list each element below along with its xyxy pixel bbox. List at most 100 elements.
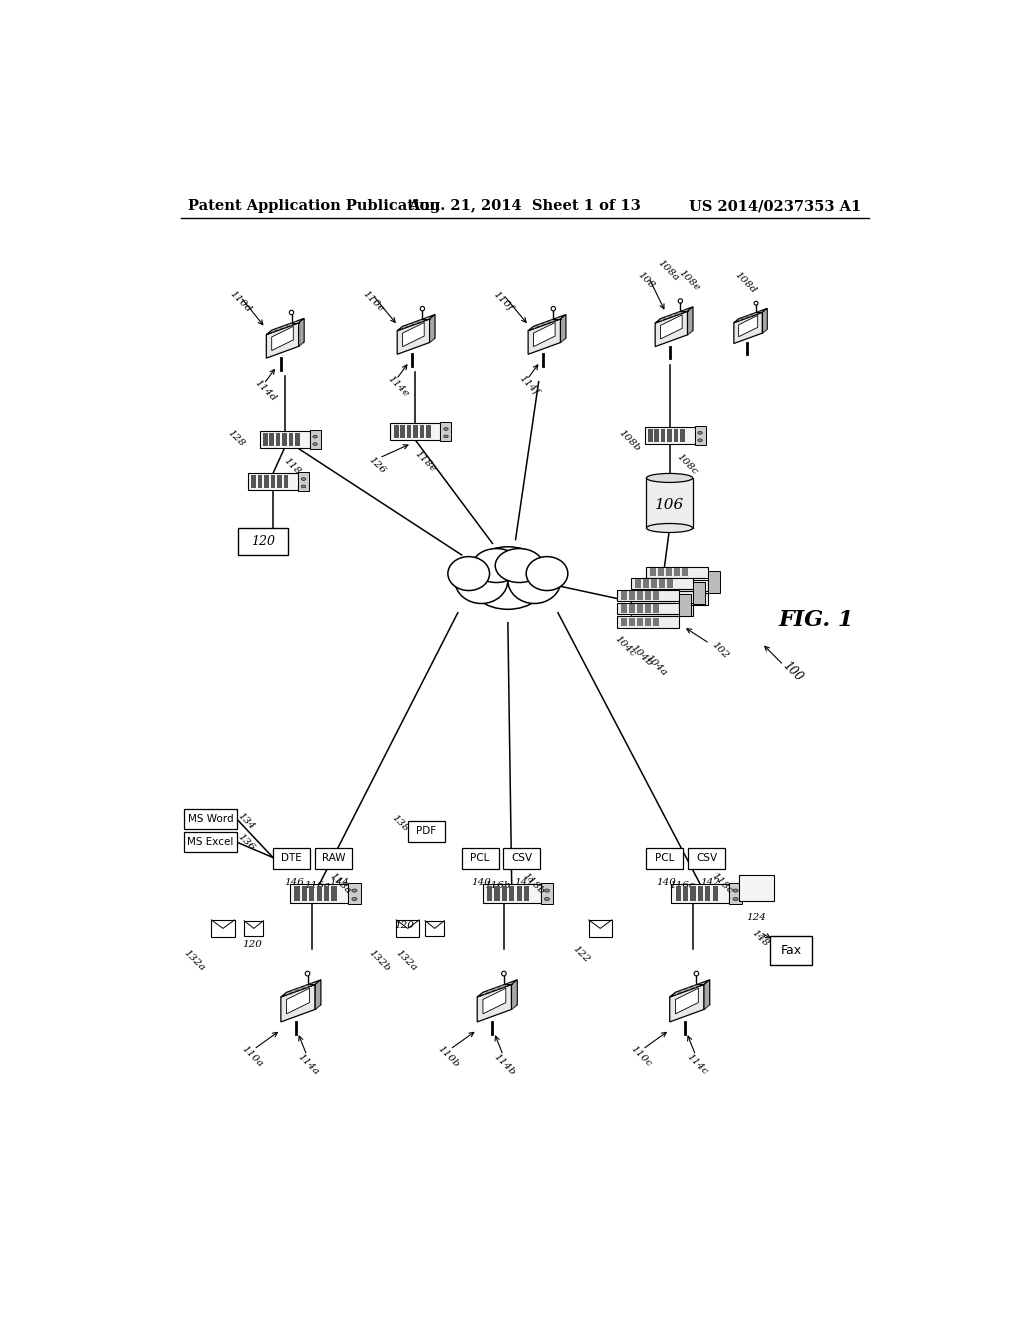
Ellipse shape [755,301,758,305]
Polygon shape [738,315,758,337]
Polygon shape [763,309,767,333]
Bar [646,579,708,591]
Polygon shape [687,306,693,335]
Bar [653,605,659,612]
Text: 142: 142 [700,878,720,887]
Bar [651,593,657,602]
Bar [682,594,688,603]
Ellipse shape [301,478,306,480]
Ellipse shape [526,557,568,590]
Bar [309,887,314,902]
Bar [650,581,656,590]
Bar [660,429,666,442]
Bar [426,425,431,438]
Text: 118d: 118d [282,457,307,482]
Text: MS Excel: MS Excel [187,837,233,847]
Bar [184,832,237,853]
Bar [651,579,657,587]
Bar [264,475,269,488]
Text: 116a: 116a [304,880,330,890]
Bar [646,478,692,528]
Bar [667,579,673,587]
Polygon shape [397,314,435,331]
Ellipse shape [694,972,698,975]
Text: 100: 100 [779,659,805,684]
Text: 118a: 118a [329,871,353,895]
Text: DTE: DTE [282,853,302,863]
Polygon shape [477,985,512,1022]
Bar [400,425,404,438]
Bar [644,428,694,444]
Bar [688,847,725,869]
Bar [674,594,680,603]
Bar [462,847,499,869]
Bar [629,618,635,626]
Polygon shape [430,314,435,342]
Text: 118e: 118e [413,449,437,474]
Text: 146: 146 [285,878,304,887]
Bar [275,433,281,446]
Bar [516,887,522,902]
Ellipse shape [545,888,550,892]
Bar [658,568,665,577]
Bar [658,579,665,587]
Bar [621,591,627,599]
Text: 140: 140 [472,878,492,887]
Ellipse shape [443,428,449,430]
Text: 114b: 114b [493,1052,517,1077]
Bar [283,433,287,446]
Ellipse shape [472,549,520,582]
Bar [667,568,673,577]
Text: 132a: 132a [182,948,207,973]
Bar [654,429,659,442]
Ellipse shape [455,557,508,603]
Bar [495,887,500,902]
Text: 134: 134 [236,812,256,832]
Text: 108d: 108d [732,271,758,296]
Polygon shape [271,326,293,351]
Bar [289,433,293,446]
Bar [692,582,705,605]
Ellipse shape [447,557,489,590]
Bar [269,433,274,446]
Text: 108b: 108b [617,428,642,453]
Bar [635,606,641,615]
Polygon shape [397,319,430,354]
Bar [635,579,641,587]
Polygon shape [477,979,517,997]
Text: 136: 136 [236,832,256,853]
Text: 144: 144 [330,878,349,887]
Bar [617,590,679,601]
Bar [680,429,685,442]
Bar [667,594,673,603]
Ellipse shape [496,549,543,582]
Bar [259,430,309,447]
Bar [425,921,444,936]
Bar [658,594,665,603]
Polygon shape [560,314,566,342]
Bar [394,425,398,438]
Text: 102: 102 [710,640,730,660]
Bar [294,887,300,902]
Text: Patent Application Publication: Patent Application Publication [188,199,440,213]
Text: 140: 140 [656,878,676,887]
Bar [645,591,651,599]
Bar [621,618,627,626]
Text: 132a: 132a [393,948,419,973]
Text: 118b: 118b [521,871,546,896]
Polygon shape [299,318,304,346]
Polygon shape [528,319,560,354]
Text: 124: 124 [746,913,767,921]
Text: 114e: 114e [386,374,411,399]
Text: 108: 108 [636,271,656,290]
Bar [315,847,352,869]
Text: 110b: 110b [436,1044,461,1069]
Polygon shape [670,979,710,997]
Text: 114d: 114d [253,378,278,403]
Text: 116c: 116c [670,880,695,890]
Bar [667,606,673,615]
Text: 114a: 114a [296,1052,321,1076]
Bar [629,605,635,612]
Bar [643,593,649,602]
Bar [708,570,720,593]
